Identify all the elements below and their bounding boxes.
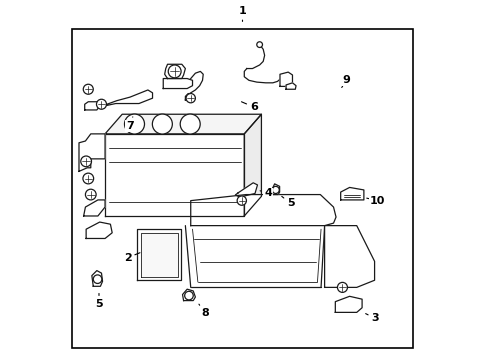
Text: 5: 5 (95, 293, 103, 309)
Polygon shape (91, 271, 102, 286)
Polygon shape (79, 134, 105, 171)
Polygon shape (334, 296, 362, 312)
Text: 4: 4 (259, 188, 272, 198)
Circle shape (256, 42, 262, 47)
Circle shape (337, 282, 347, 292)
Polygon shape (83, 200, 105, 216)
Text: 6: 6 (241, 102, 257, 112)
Circle shape (83, 84, 93, 94)
Polygon shape (340, 187, 363, 200)
Circle shape (186, 94, 195, 103)
Polygon shape (182, 289, 195, 301)
Polygon shape (279, 72, 292, 86)
Circle shape (152, 114, 172, 134)
Text: 2: 2 (123, 253, 140, 263)
Polygon shape (272, 184, 279, 195)
Circle shape (96, 99, 106, 109)
Circle shape (272, 186, 279, 193)
Circle shape (83, 173, 93, 184)
Polygon shape (190, 195, 335, 226)
Circle shape (168, 65, 181, 78)
Polygon shape (86, 222, 112, 238)
Polygon shape (324, 226, 374, 287)
Circle shape (180, 114, 200, 134)
Text: 3: 3 (365, 313, 378, 323)
Polygon shape (137, 229, 181, 280)
Polygon shape (235, 183, 257, 197)
Polygon shape (105, 134, 244, 216)
Polygon shape (85, 102, 99, 110)
Polygon shape (105, 114, 261, 134)
Circle shape (184, 291, 193, 300)
Polygon shape (163, 79, 192, 89)
Text: 5: 5 (281, 196, 294, 208)
Text: 8: 8 (198, 304, 209, 318)
Text: 7: 7 (126, 117, 134, 131)
Text: 9: 9 (341, 75, 350, 87)
Text: 10: 10 (366, 196, 384, 206)
Circle shape (124, 114, 144, 134)
Polygon shape (286, 83, 295, 89)
Polygon shape (185, 94, 193, 100)
Circle shape (81, 156, 91, 167)
Text: 1: 1 (238, 6, 246, 21)
Circle shape (237, 196, 246, 205)
Polygon shape (99, 90, 152, 107)
Polygon shape (165, 64, 185, 79)
Bar (72, 29, 412, 348)
Circle shape (93, 275, 102, 283)
Polygon shape (140, 233, 177, 277)
Polygon shape (244, 114, 261, 216)
Circle shape (85, 189, 96, 200)
